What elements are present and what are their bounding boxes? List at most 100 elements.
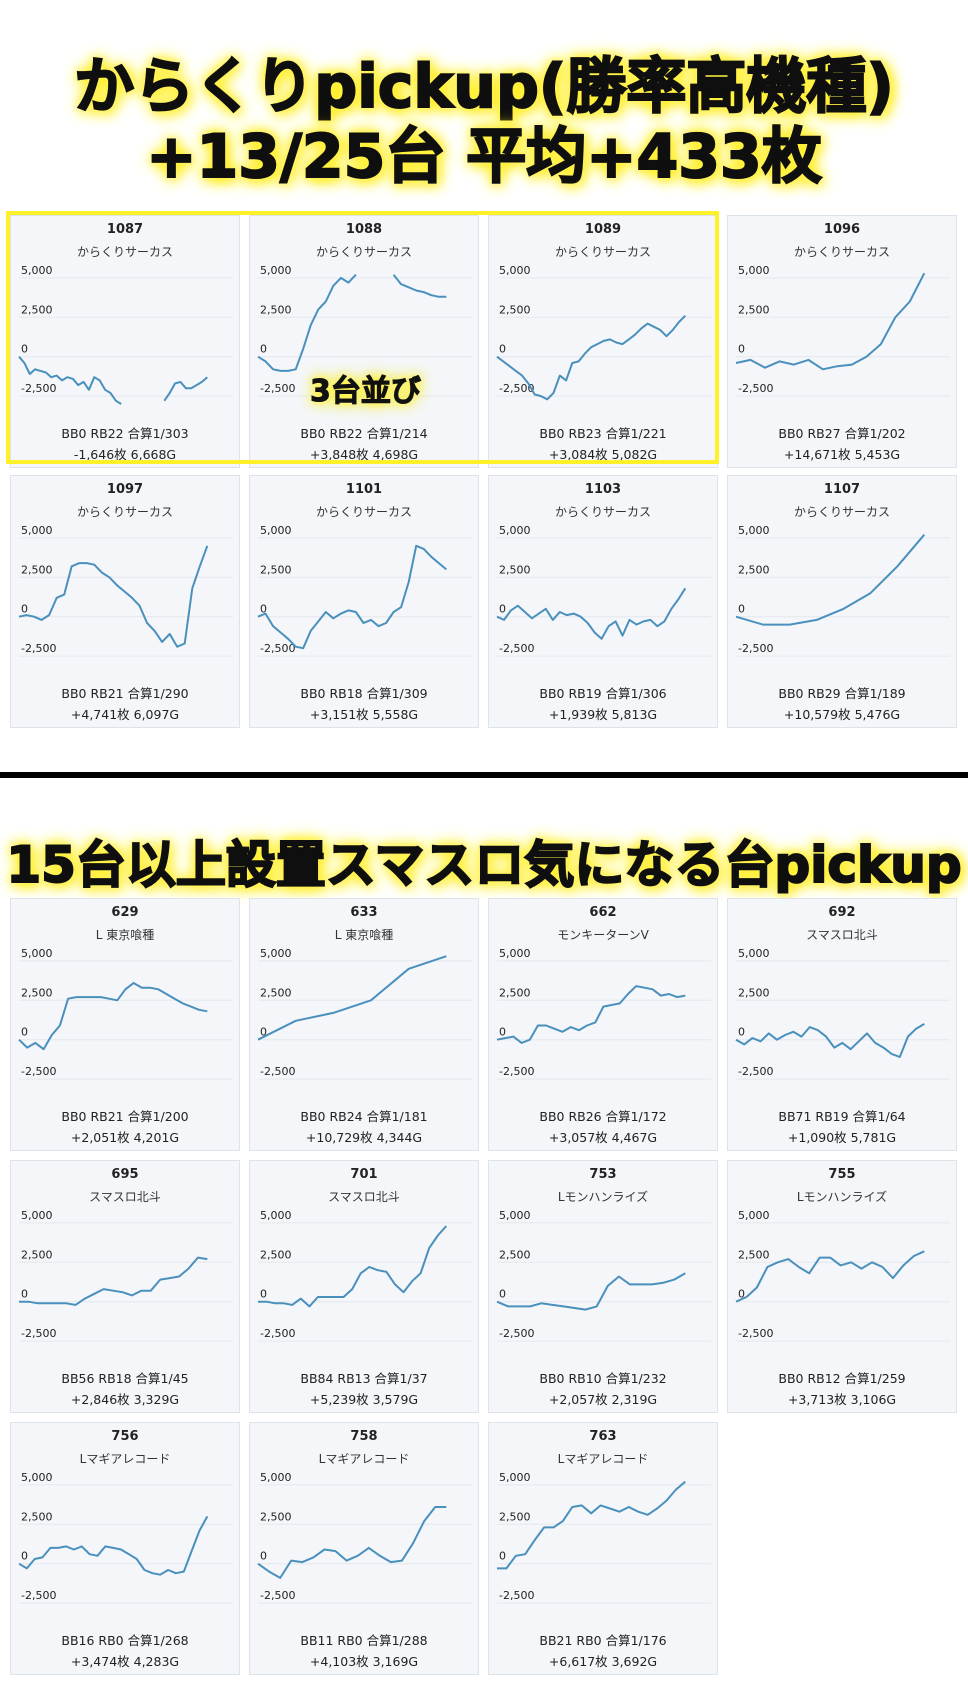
section-divider	[0, 772, 968, 778]
result-summary: +5,239枚 3,579G	[309, 1392, 419, 1407]
chart-card-1097: 1097 からくりサーカス 5,000 2,500 0 -2,500 BB0 RB21 合算…	[10, 475, 240, 728]
line-chart: 5,000 2,500 0 -2,500	[496, 524, 711, 657]
machine-name: スマスロ北斗	[328, 1190, 400, 1204]
bonus-stats: BB71 RB19 合算1/64	[778, 1109, 906, 1124]
series-line	[496, 314, 687, 401]
machine-number: 1096	[823, 222, 861, 237]
y-tick-label: 0	[738, 343, 745, 356]
y-tick-label: -2,500	[499, 642, 534, 655]
chart-card-1103: 1103 からくりサーカス 5,000 2,500 0 -2,500 BB0 RB19 合算…	[488, 475, 718, 728]
y-tick-label: 0	[260, 1550, 267, 1563]
machine-number: 692	[828, 905, 856, 920]
y-tick-label: 2,500	[499, 563, 531, 576]
y-tick-label: 0	[499, 343, 506, 356]
y-tick-label: 0	[21, 1550, 28, 1563]
y-tick-label: -2,500	[738, 382, 773, 395]
y-tick-label: 0	[738, 603, 745, 616]
y-tick-label: -2,500	[260, 1589, 295, 1602]
machine-number: 1097	[106, 482, 144, 497]
chart-card-692: 692 スマスロ北斗 5,000 2,500 0 -2,500 BB71 RB19 合算1/…	[727, 898, 957, 1151]
y-tick-label: 5,000	[260, 947, 292, 960]
chart-card-1087: 1087 からくりサーカス 5,000 2,500 0 -2,500 BB0 RB22 合算…	[10, 215, 240, 468]
chart-card-756: 756 Lマギアレコード 5,000 2,500 0 -2,500 BB16 RB0 合算1…	[10, 1422, 240, 1675]
y-tick-label: 2,500	[499, 1510, 531, 1523]
line-chart: 5,000 2,500 0 -2,500	[257, 264, 472, 397]
machine-number: 1089	[584, 222, 622, 237]
bonus-stats: BB84 RB13 合算1/37	[300, 1371, 428, 1386]
result-summary: +3,057枚 4,467G	[548, 1130, 658, 1145]
chart-card-1107: 1107 からくりサーカス 5,000 2,500 0 -2,500 BB0 RB29 合算…	[727, 475, 957, 728]
series-line	[163, 376, 208, 402]
y-tick-label: 0	[499, 1026, 506, 1039]
y-tick-label: -2,500	[499, 1065, 534, 1078]
machine-number: 763	[589, 1429, 617, 1444]
line-chart: 5,000 2,500 0 -2,500	[496, 947, 711, 1080]
bonus-stats: BB0 RB22 合算1/214	[300, 426, 428, 441]
y-tick-label: 2,500	[21, 303, 53, 316]
chart-card-1088: 1088 からくりサーカス 5,000 2,500 0 -2,500 BB0 RB22 合算…	[249, 215, 479, 468]
series-line	[19, 1256, 208, 1306]
chart-card-662: 662 モンキーターンV 5,000 2,500 0 -2,500 BB0 RB26 合算1…	[488, 898, 718, 1151]
result-summary: +10,579枚 5,476G	[783, 707, 901, 722]
y-tick-label: 2,500	[499, 1248, 531, 1261]
line-chart: 5,000 2,500 0 -2,500	[19, 1209, 233, 1342]
result-summary: +3,848枚 4,698G	[309, 447, 419, 462]
machine-number: 756	[111, 1429, 139, 1444]
series-line	[496, 985, 686, 1044]
series-line	[496, 587, 687, 640]
machine-name: からくりサーカス	[793, 245, 890, 259]
bonus-stats: BB0 RB21 合算1/200	[61, 1109, 189, 1124]
line-chart: 5,000 2,500 0 -2,500	[18, 524, 233, 657]
line-chart: 5,000 2,500 0 -2,500	[735, 264, 950, 397]
result-summary: +6,617枚 3,692G	[548, 1654, 658, 1669]
line-chart: 5,000 2,500 0 -2,500	[18, 1471, 233, 1604]
line-chart: 5,000 2,500 0 -2,500	[257, 947, 472, 1080]
y-tick-label: 5,000	[738, 947, 770, 960]
y-tick-label: 2,500	[499, 303, 531, 316]
chart-card-758: 758 Lマギアレコード 5,000 2,500 0 -2,500 BB11 RB0 合算1…	[249, 1422, 479, 1675]
y-tick-label: 2,500	[738, 303, 770, 316]
y-tick-label: -2,500	[738, 642, 773, 655]
y-tick-label: -2,500	[499, 1327, 534, 1340]
bonus-stats: BB0 RB22 合算1/303	[61, 426, 189, 441]
y-tick-label: 5,000	[260, 1209, 292, 1222]
y-tick-label: -2,500	[260, 1327, 295, 1340]
y-tick-label: -2,500	[260, 382, 295, 395]
chart-card-1096: 1096 からくりサーカス 5,000 2,500 0 -2,500 BB0 RB27 合算…	[727, 215, 957, 468]
machine-name: スマスロ北斗	[89, 1190, 161, 1204]
chart-card-633: 633 L 東京喰種 5,000 2,500 0 -2,500 BB0 RB24 合算1/1…	[249, 898, 479, 1151]
y-tick-label: -2,500	[260, 642, 295, 655]
machine-number: 1103	[584, 482, 622, 497]
y-tick-label: -2,500	[738, 1065, 773, 1078]
y-tick-label: 5,000	[260, 524, 292, 537]
y-tick-label: 5,000	[499, 1209, 531, 1222]
chart-card-1101: 1101 からくりサーカス 5,000 2,500 0 -2,500 BB0 RB18 合算…	[249, 475, 479, 728]
machine-name: Lモンハンライズ	[557, 1190, 649, 1204]
y-tick-label: 5,000	[738, 264, 770, 277]
machine-number: 701	[350, 1167, 378, 1182]
y-tick-label: 5,000	[499, 264, 531, 277]
y-tick-label: 0	[260, 603, 267, 616]
machine-name: Lマギアレコード	[318, 1452, 410, 1466]
highlight-label: 3台並び	[310, 374, 422, 410]
machine-name: からくりサーカス	[76, 505, 173, 519]
y-tick-label: 5,000	[21, 947, 53, 960]
machine-name: からくりサーカス	[554, 245, 651, 259]
y-tick-label: 2,500	[21, 1510, 53, 1523]
y-tick-label: 0	[21, 603, 28, 616]
machine-name: Lモンハンライズ	[796, 1190, 888, 1204]
y-tick-label: -2,500	[738, 1327, 773, 1340]
chart-card-695: 695 スマスロ北斗 5,000 2,500 0 -2,500 BB56 RB18 合算1/…	[10, 1160, 240, 1413]
bonus-stats: BB0 RB12 合算1/259	[778, 1371, 906, 1386]
chart-card-753: 753 Lモンハンライズ 5,000 2,500 0 -2,500 BB0 RB10 合算1…	[488, 1160, 718, 1413]
series-line	[18, 356, 122, 405]
y-tick-label: 5,000	[21, 264, 53, 277]
series-line	[735, 1250, 925, 1303]
y-tick-label: -2,500	[260, 1065, 295, 1078]
line-chart: 5,000 2,500 0 -2,500	[735, 1209, 950, 1342]
machine-name: L 東京喰種	[334, 928, 394, 942]
result-summary: +2,051枚 4,201G	[70, 1130, 180, 1145]
series-line	[18, 1515, 209, 1576]
y-tick-label: 5,000	[738, 524, 770, 537]
y-tick-label: 2,500	[738, 986, 770, 999]
